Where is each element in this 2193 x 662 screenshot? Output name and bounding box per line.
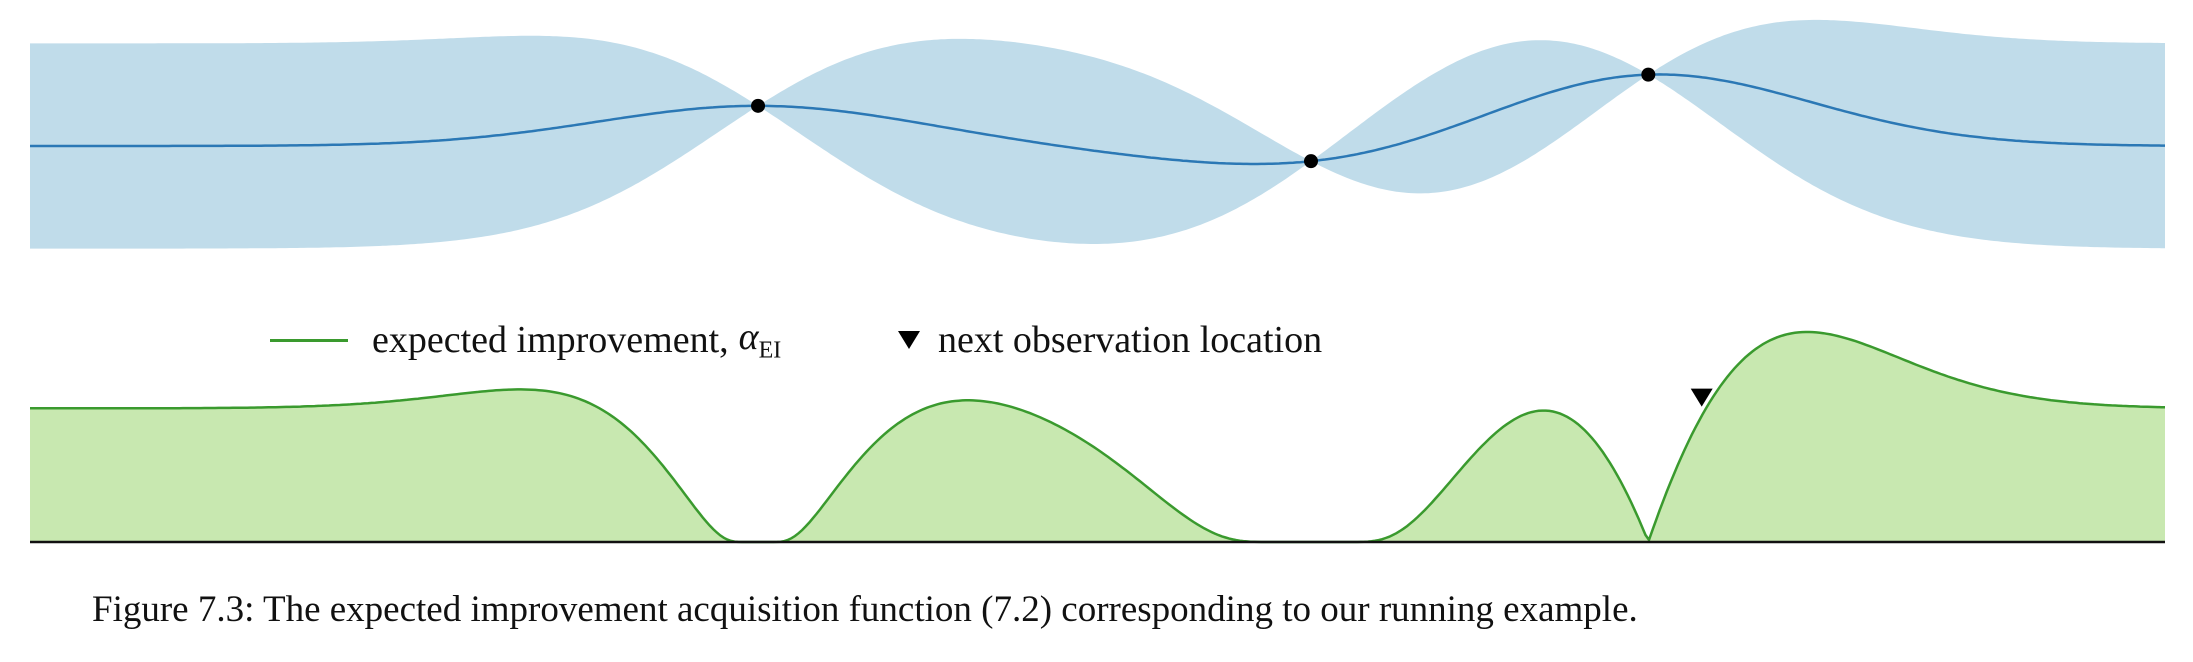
ei-line <box>30 330 2165 544</box>
gp-posterior-panel <box>30 19 2165 249</box>
observation-point-3 <box>1641 67 1656 82</box>
legend-next: next observation location <box>898 312 1322 368</box>
next-observation-marker-icon <box>898 331 920 349</box>
next-observation-marker <box>1690 388 1713 407</box>
next-legend-label: next observation location <box>938 319 1323 361</box>
ei-legend-label: expected improvement, <box>372 319 729 361</box>
ei-legend-swatch <box>270 338 348 342</box>
posterior-mean-line <box>30 73 2165 166</box>
observation-point-1 <box>751 98 766 113</box>
figure-caption: Figure 7.3: The expected improvement acq… <box>92 589 1638 630</box>
ei-legend-symbol: αEI <box>738 316 782 364</box>
observation-point-2 <box>1304 154 1318 169</box>
ei-panel <box>30 330 2165 544</box>
ei-fill <box>30 332 2165 542</box>
credible-interval-band <box>30 19 2165 249</box>
legend-ei: expected improvement, αEI <box>270 312 781 368</box>
